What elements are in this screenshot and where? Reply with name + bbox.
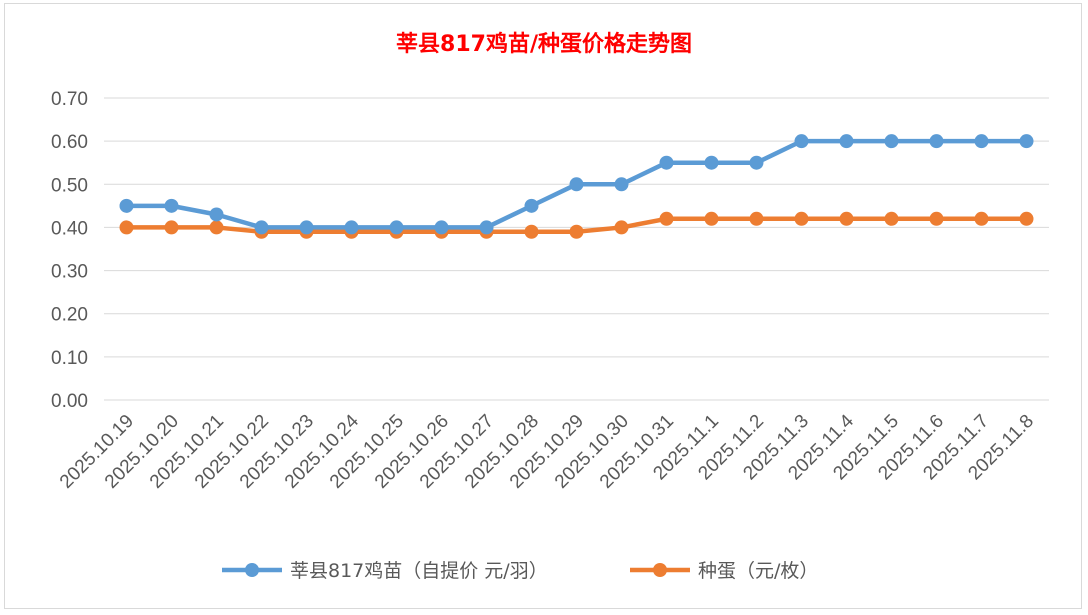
data-point <box>659 155 674 170</box>
y-tick-label: 0.30 <box>51 262 88 283</box>
y-tick-label: 0.10 <box>51 348 88 369</box>
data-point <box>434 220 449 235</box>
y-tick-label: 0.70 <box>51 89 88 110</box>
data-point <box>389 220 404 235</box>
data-point <box>164 198 179 213</box>
data-point <box>884 134 899 149</box>
data-point <box>299 220 314 235</box>
data-point <box>119 198 134 213</box>
data-point <box>344 220 359 235</box>
series-lines <box>119 134 1034 239</box>
chart-frame <box>4 3 1082 609</box>
data-point <box>209 220 224 235</box>
data-point <box>614 177 629 192</box>
legend-item-0: 莘县817鸡苗（自提价 元/羽） <box>222 560 548 582</box>
data-point <box>254 220 269 235</box>
data-point <box>1019 134 1034 149</box>
data-point <box>569 224 584 239</box>
data-point <box>884 211 899 226</box>
data-point <box>164 220 179 235</box>
data-point <box>479 220 494 235</box>
data-point <box>614 220 629 235</box>
legend: 莘县817鸡苗（自提价 元/羽） 种蛋（元/枚） <box>222 560 818 582</box>
data-point <box>704 155 719 170</box>
data-point <box>974 134 989 149</box>
data-point <box>569 177 584 192</box>
data-point <box>659 211 674 226</box>
data-point <box>929 211 944 226</box>
chart-title: 莘县817鸡苗/种蛋价格走势图 <box>396 31 692 57</box>
y-tick-label: 0.00 <box>51 391 88 412</box>
legend-swatch-marker <box>245 563 259 577</box>
series-0 <box>119 134 1034 235</box>
data-point <box>839 211 854 226</box>
data-point <box>209 207 224 222</box>
data-point <box>704 211 719 226</box>
data-point <box>974 211 989 226</box>
data-point <box>1019 211 1034 226</box>
data-point <box>524 224 539 239</box>
data-point <box>119 220 134 235</box>
data-point <box>794 211 809 226</box>
data-point <box>749 211 764 226</box>
data-point <box>749 155 764 170</box>
y-tick-label: 0.20 <box>51 305 88 326</box>
y-tick-label: 0.60 <box>51 132 88 153</box>
data-point <box>794 134 809 149</box>
y-axis-ticks: 0.00 0.10 0.20 0.30 0.40 0.50 0.60 0.70 <box>51 89 88 412</box>
legend-swatch-marker <box>653 563 667 577</box>
x-axis-ticks: 2025.10.192025.10.202025.10.212025.10.22… <box>56 410 1038 492</box>
data-point <box>524 198 539 213</box>
y-tick-label: 0.40 <box>51 218 88 239</box>
data-point <box>929 134 944 149</box>
legend-item-1: 种蛋（元/枚） <box>630 560 818 582</box>
legend-label: 种蛋（元/枚） <box>698 560 818 582</box>
y-tick-label: 0.50 <box>51 175 88 196</box>
legend-label: 莘县817鸡苗（自提价 元/羽） <box>290 560 548 582</box>
data-point <box>839 134 854 149</box>
